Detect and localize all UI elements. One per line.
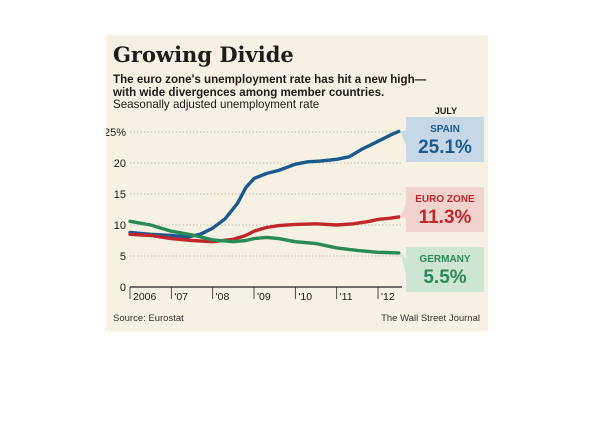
- y-tick-label: 20: [114, 158, 126, 170]
- end-value-callouts: SPAIN 25.1% EURO ZONE 11.3% GERMANY 5.5%: [400, 117, 484, 292]
- x-axis-labels: 2006 '07 '08 '09 '10 '11 '12: [133, 291, 395, 303]
- x-tick-label: '07: [174, 291, 188, 303]
- chart-note: Seasonally adjusted unemployment rate: [113, 98, 320, 111]
- y-tick-label: 10: [114, 220, 126, 232]
- y-axis-labels: 0 5 10 15 20 25%: [106, 127, 126, 294]
- callout-box-spain: [406, 117, 484, 162]
- series-line-euro-zone: [128, 215, 401, 244]
- line-chart: 0 5 10 15 20 25% 2006 '07 '08 '09 '10 '11 '12 SPAIN…: [106, 106, 484, 303]
- x-tick-label: '11: [340, 291, 353, 303]
- source-note: Source: Eurostat: [113, 313, 184, 324]
- series-lines: [128, 129, 401, 255]
- series-line-spain: [128, 129, 401, 239]
- x-tick-label: '09: [257, 291, 271, 303]
- series-end-value: 5.5%: [423, 267, 466, 288]
- y-tick-label: 15: [114, 189, 126, 201]
- series-end-value: 11.3%: [419, 207, 472, 228]
- end-label-header: JULY: [435, 106, 457, 116]
- y-tick-label: 5: [120, 251, 126, 263]
- series-end-value: 25.1%: [418, 137, 472, 158]
- y-tick-label: 25%: [106, 127, 126, 139]
- chart-gridlines: [130, 131, 402, 288]
- callout-pointer-euro-zone: [400, 200, 407, 219]
- series-name-label: SPAIN: [430, 124, 460, 135]
- chart-subtitle-line-2: with wide divergences among member count…: [113, 86, 385, 99]
- callout-pointer-germany: [400, 252, 407, 279]
- callout-box-germany: [406, 247, 484, 292]
- series-name-label: GERMANY: [419, 254, 470, 265]
- publisher-credit: The Wall Street Journal: [381, 313, 480, 324]
- x-tick-label: '10: [298, 291, 312, 303]
- chart-subtitle-line-1: The euro zone's unemployment rate has hi…: [113, 73, 427, 86]
- series-line-germany: [128, 219, 401, 255]
- chart-title: Growing Divide: [113, 42, 294, 67]
- series-name-label: EURO ZONE: [415, 194, 475, 205]
- x-tick-label: 2006: [133, 291, 157, 303]
- x-tick-label: '12: [381, 291, 395, 303]
- y-tick-label: 0: [120, 282, 126, 294]
- callout-pointer-spain: [400, 130, 407, 149]
- callout-box-euro-zone: [406, 187, 484, 232]
- x-tick-label: '08: [216, 291, 230, 303]
- x-axis-ticks: [129, 287, 379, 299]
